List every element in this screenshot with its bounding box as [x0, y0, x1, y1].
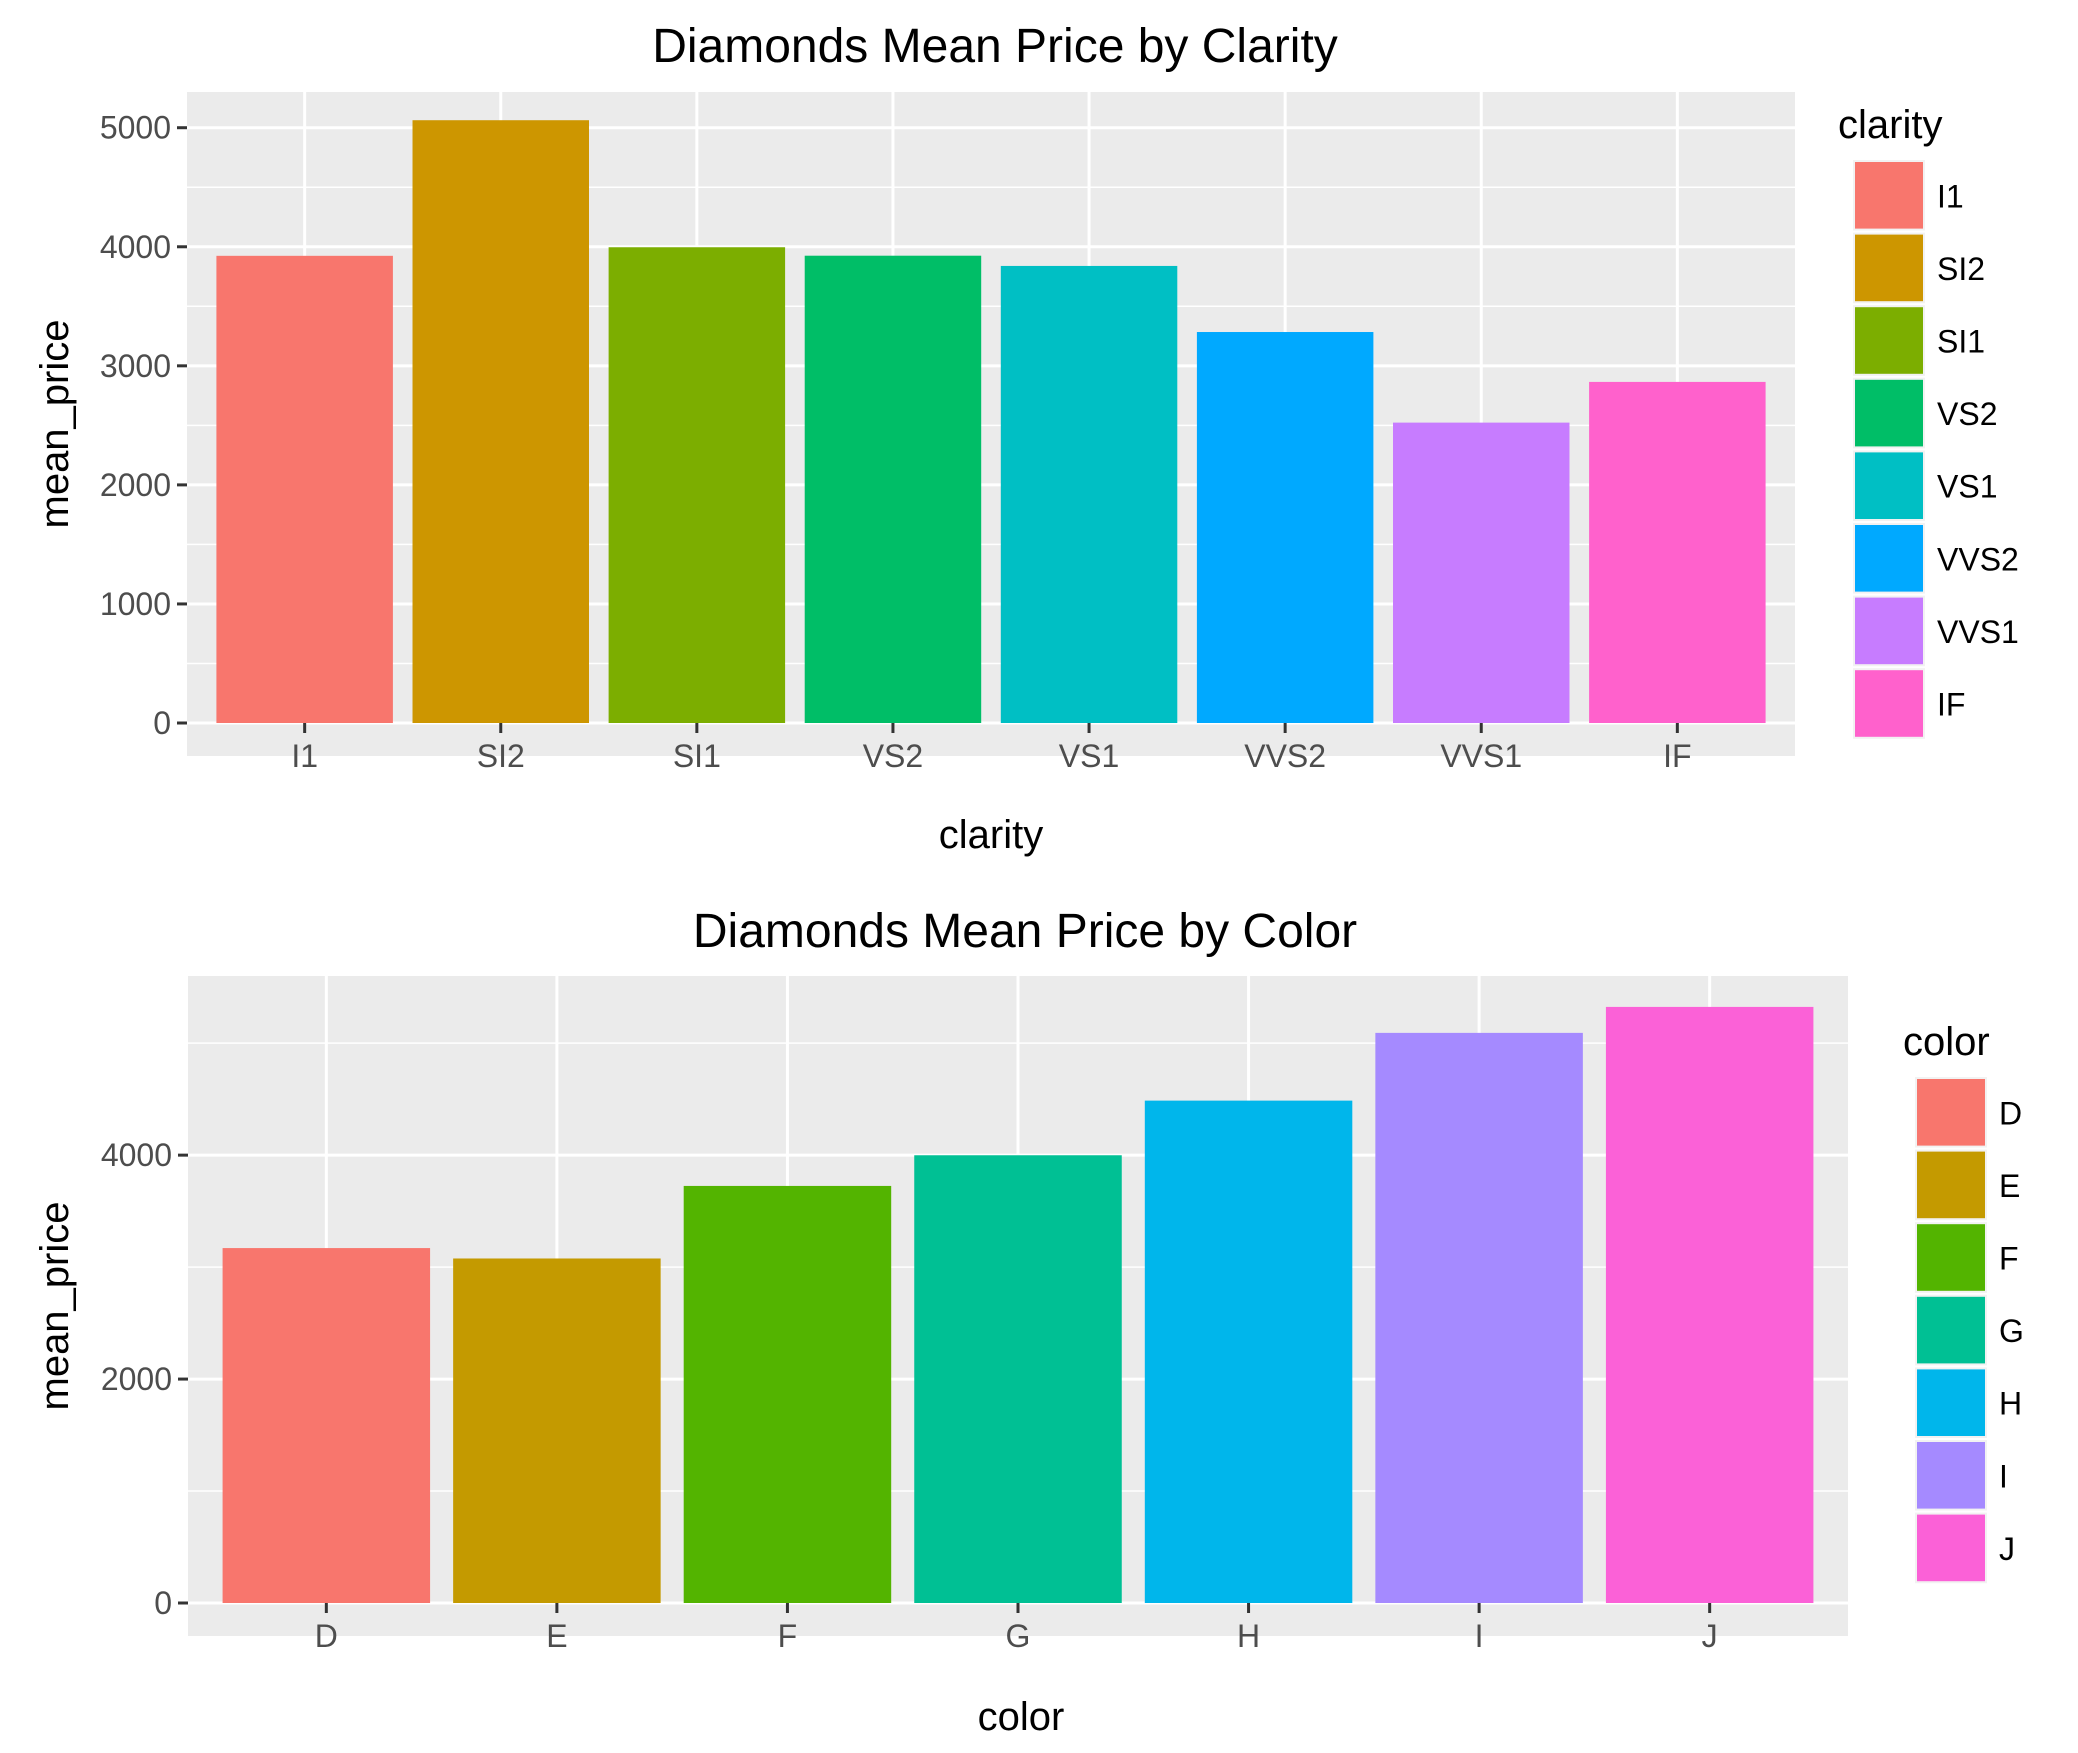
legend-label: IF	[1937, 687, 1965, 723]
x-tick-label: VS2	[863, 738, 923, 774]
legend-label: I1	[1937, 178, 1964, 214]
y-axis-title: mean_price	[33, 319, 77, 528]
legend-label: SI2	[1937, 251, 1985, 287]
legend-swatch-vs2	[1855, 379, 1923, 447]
bar-e	[453, 1258, 661, 1603]
y-tick-label: 4000	[100, 229, 171, 265]
bar-vs2	[804, 255, 982, 724]
legend-label: G	[1999, 1313, 2024, 1349]
legend-swatch-si2	[1855, 234, 1923, 302]
bar-h	[1144, 1100, 1353, 1603]
legend-swatch-g	[1917, 1296, 1985, 1364]
y-tick-label: 1000	[100, 586, 171, 622]
y-tick-label: 0	[153, 705, 171, 741]
legend-swatch-i	[1917, 1442, 1985, 1509]
x-tick-label: D	[315, 1618, 338, 1654]
legend-label: SI1	[1937, 324, 1985, 360]
bar-i1	[216, 255, 393, 723]
chart-title: Diamonds Mean Price by Color	[693, 905, 1357, 958]
bar-f	[683, 1185, 892, 1603]
x-tick-label: E	[546, 1618, 567, 1654]
legend-swatch-si1	[1855, 307, 1923, 374]
y-tick-label: 3000	[100, 348, 171, 384]
x-tick-label: I1	[291, 738, 318, 774]
legend-label: VVS1	[1937, 614, 2019, 650]
bars	[216, 120, 1766, 724]
legend-label: I	[1999, 1458, 2008, 1494]
bars	[222, 1006, 1814, 1603]
bar-vvs1	[1393, 422, 1570, 723]
clarity-chart: Diamonds Mean Price by Clarity 0 1000 2000…	[33, 20, 2019, 857]
legend-swatch-vs1	[1855, 452, 1923, 519]
legend-title: clarity	[1838, 103, 1942, 147]
legend: clarity I1 SI2 SI1 VS2 VS1 VVS2 VVS1 IF	[1838, 103, 2019, 739]
chart-title: Diamonds Mean Price by Clarity	[652, 20, 1338, 73]
legend-label: VVS2	[1937, 541, 2019, 577]
bar-vs1	[1000, 265, 1178, 723]
legend-title: color	[1903, 1020, 1990, 1064]
x-tick-label: SI1	[673, 738, 721, 774]
x-tick-label: VVS1	[1440, 738, 1522, 774]
legend-swatch-if	[1855, 670, 1923, 737]
legend-label: E	[1999, 1168, 2020, 1204]
legend-swatch-vvs1	[1855, 597, 1923, 665]
legend-swatch-f	[1917, 1224, 1985, 1291]
y-axis: 0 2000 4000	[101, 1137, 188, 1621]
legend-swatch-i1	[1855, 162, 1923, 229]
bar-si2	[412, 120, 589, 723]
legend-label: H	[1999, 1386, 2022, 1422]
x-tick-label: H	[1237, 1618, 1260, 1654]
x-tick-label: VVS2	[1244, 738, 1326, 774]
legend-swatch-e	[1917, 1151, 1985, 1219]
x-axis-title: color	[978, 1695, 1065, 1739]
x-tick-label: VS1	[1059, 738, 1119, 774]
legend: color D E FG HI J	[1903, 1020, 2024, 1584]
bar-j	[1605, 1006, 1814, 1603]
legend-label: J	[1999, 1531, 2015, 1567]
legend-label: D	[1999, 1095, 2022, 1131]
x-axis: I1 SI2 SI1 VS2 VS1 VVS2 VVS1 IF	[291, 723, 1692, 774]
x-tick-label: I	[1475, 1618, 1484, 1654]
x-tick-label: F	[778, 1618, 798, 1654]
x-axis-title: clarity	[939, 813, 1043, 857]
bar-i	[1375, 1032, 1583, 1603]
x-tick-label: J	[1702, 1618, 1718, 1654]
bar-d	[222, 1248, 431, 1603]
bar-vvs2	[1196, 332, 1374, 723]
legend-swatch-vvs2	[1855, 525, 1923, 592]
legend-swatch-j	[1917, 1514, 1985, 1582]
legend-swatch-h	[1917, 1369, 1985, 1436]
x-tick-label: IF	[1663, 738, 1691, 774]
legend-label: F	[1999, 1241, 2019, 1277]
bar-if	[1589, 381, 1766, 723]
y-tick-label: 0	[154, 1585, 172, 1621]
y-tick-label: 2000	[100, 467, 171, 503]
legend-swatch-d	[1917, 1079, 1985, 1146]
y-tick-label: 5000	[100, 110, 171, 146]
y-axis: 0 1000 2000 3000 4000 5000	[100, 110, 187, 741]
y-axis-title: mean_price	[33, 1201, 77, 1410]
x-axis: D E F G H I J	[315, 1603, 1718, 1654]
color-chart: Diamonds Mean Price by Color 0 2000 4000 D…	[33, 905, 2024, 1739]
x-tick-label: G	[1006, 1618, 1031, 1654]
x-tick-label: SI2	[477, 738, 525, 774]
y-tick-label: 2000	[101, 1361, 172, 1397]
legend-label: VS1	[1937, 469, 1997, 505]
bar-g	[914, 1155, 1122, 1603]
legend-label: VS2	[1937, 396, 1997, 432]
y-tick-label: 4000	[101, 1137, 172, 1173]
bar-si1	[608, 247, 786, 723]
